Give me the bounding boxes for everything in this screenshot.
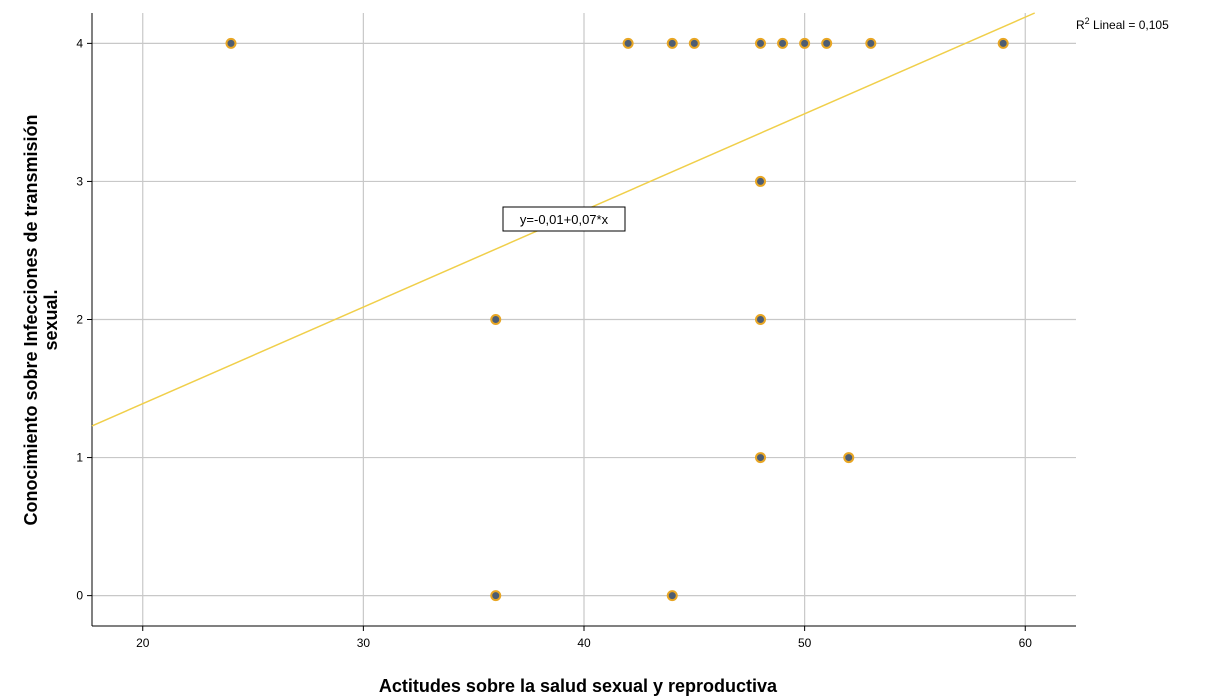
data-point bbox=[777, 37, 789, 49]
x-tick-label: 40 bbox=[577, 636, 591, 650]
data-point bbox=[821, 37, 833, 49]
data-point bbox=[755, 314, 767, 325]
data-point bbox=[865, 37, 877, 49]
axes: 20 30 40 50 60 0 1 2 3 4 bbox=[76, 13, 1076, 650]
x-tick-label: 20 bbox=[136, 636, 150, 650]
y-tick-label: 1 bbox=[76, 451, 83, 465]
equation-box bbox=[502, 206, 626, 232]
r-squared-label: R2 Lineal = 0,105 bbox=[1076, 16, 1169, 32]
data-point bbox=[666, 590, 678, 602]
x-axis-title: Actitudes sobre la salud sexual y reprod… bbox=[379, 676, 778, 696]
data-point bbox=[755, 452, 767, 464]
data-point bbox=[843, 452, 855, 464]
data-point bbox=[622, 37, 634, 49]
labels: y=-0,01+0,07*x R2 Lineal = 0,105 Actitudes… bbox=[21, 16, 1169, 696]
data-point bbox=[755, 175, 767, 187]
x-tick-label: 50 bbox=[798, 636, 812, 650]
y-tick-label: 0 bbox=[76, 589, 83, 603]
data-point bbox=[666, 37, 678, 49]
equation-label: y=-0,01+0,07*x bbox=[520, 212, 609, 227]
data-point bbox=[490, 590, 502, 602]
x-tick-label: 60 bbox=[1019, 636, 1033, 650]
data-point bbox=[490, 314, 502, 325]
data-point bbox=[997, 37, 1009, 49]
data-points bbox=[225, 37, 1009, 602]
data-point bbox=[755, 37, 767, 49]
y-axis-title-line-1: Conocimiento sobre Infecciones de transm… bbox=[21, 114, 41, 525]
data-point bbox=[799, 37, 811, 49]
grid bbox=[92, 13, 1076, 626]
y-tick-label: 2 bbox=[76, 313, 83, 327]
data-point bbox=[225, 37, 237, 49]
y-tick-label: 3 bbox=[76, 174, 83, 188]
data-point bbox=[688, 37, 700, 49]
y-axis-title-line-2: sexual. bbox=[41, 289, 61, 350]
x-tick-label: 30 bbox=[357, 636, 371, 650]
y-tick-label: 4 bbox=[76, 36, 83, 50]
